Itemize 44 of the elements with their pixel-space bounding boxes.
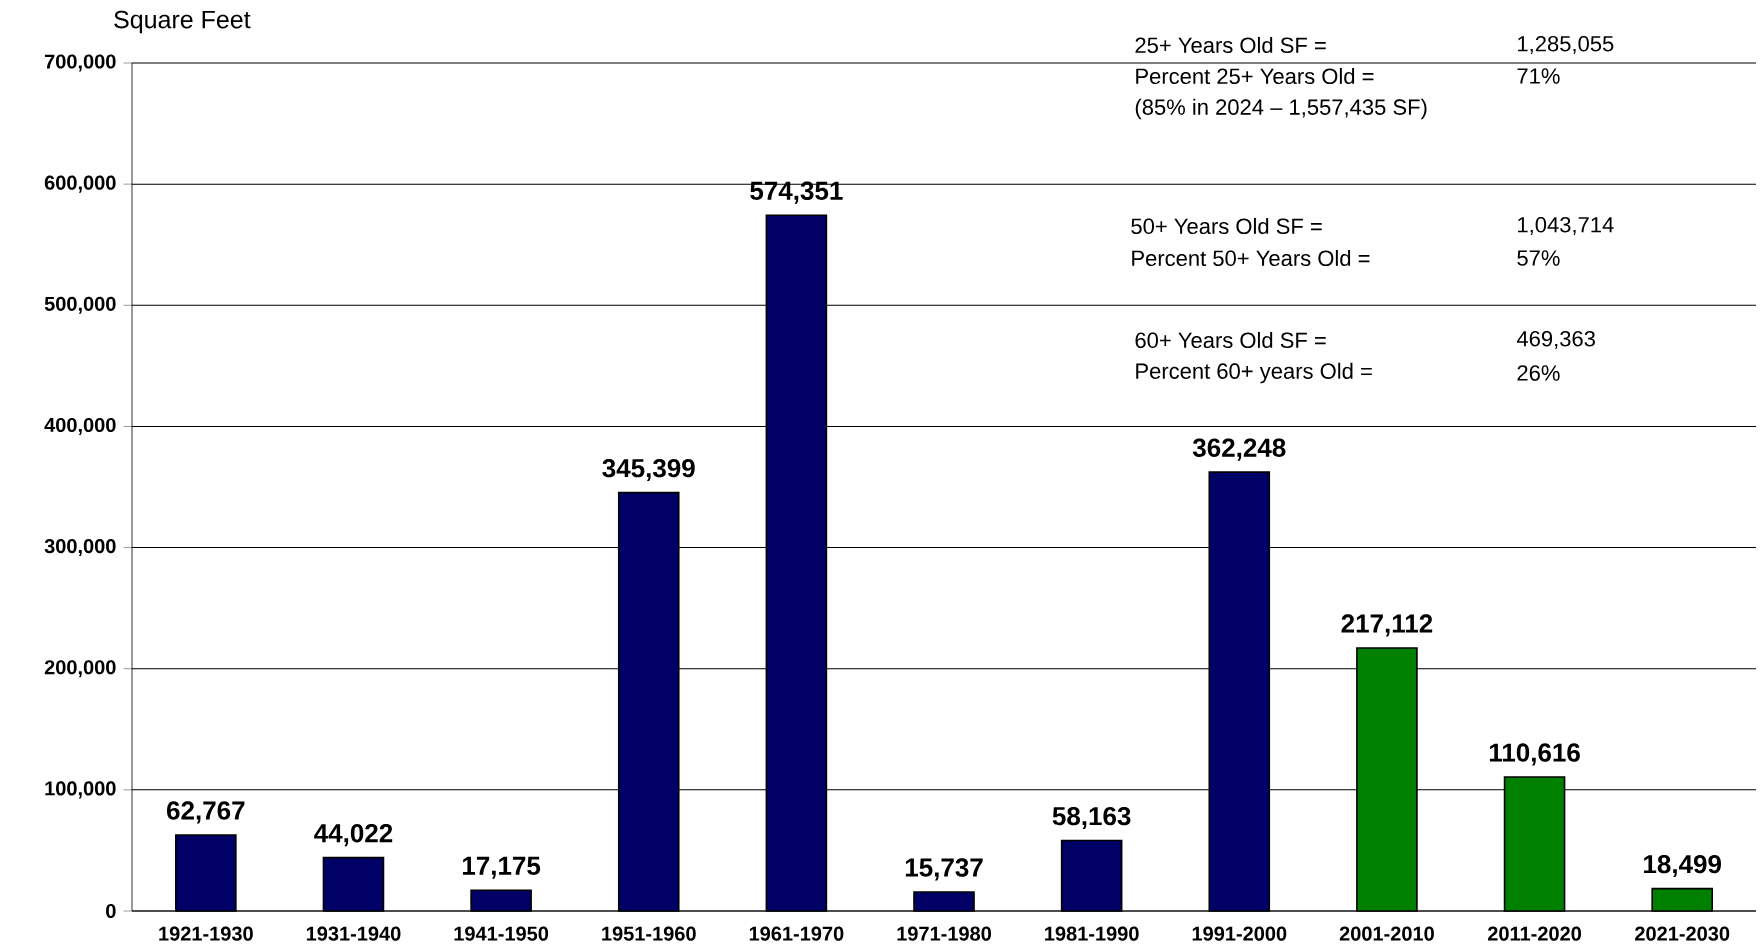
data-label: 18,499 <box>1644 854 1721 878</box>
annotation: 71% <box>1517 68 1560 84</box>
annotation: 57% <box>1517 250 1560 266</box>
y-tick-label: 700,000 <box>44 54 116 72</box>
x-tick-label: 1981-1990 <box>1045 926 1139 941</box>
y-tick-label: 200,000 <box>44 660 116 678</box>
x-tick-label: 1991-2000 <box>1192 926 1287 941</box>
data-label: 574,351 <box>750 181 843 204</box>
data-label: 17,175 <box>462 856 541 879</box>
data-label: 58,163 <box>1052 806 1131 830</box>
x-tick-label: 1961-1970 <box>749 926 844 941</box>
annotation: 26% <box>1517 365 1560 381</box>
x-tick-label: 1941-1950 <box>454 926 549 941</box>
y-tick-label: 600,000 <box>44 175 116 193</box>
y-tick-label: 500,000 <box>44 296 116 314</box>
x-tick-label: 2021-2030 <box>1635 926 1730 941</box>
y-tick-label: 100,000 <box>45 781 116 799</box>
y-tick-label: 300,000 <box>44 539 116 557</box>
annotation: Percent 60+ years Old = <box>1136 362 1372 384</box>
annotation: 50+ Years Old SF = <box>1131 217 1322 235</box>
annotation: 60+ Years Old SF = <box>1135 331 1326 349</box>
text: 25+ Years Old SF = <box>1135 36 1326 54</box>
x-tick-label: 1971-1980 <box>897 926 992 941</box>
y-axis-title: Square Feet <box>114 10 251 34</box>
x-tick-label: 2001-2010 <box>1339 926 1434 941</box>
x-tick-label: 1921-1930 <box>159 926 253 941</box>
annotation: Percent 50+ Years Old = <box>1132 249 1370 267</box>
data-label: 15,737 <box>905 858 983 881</box>
x-tick-label: 2011-2020 <box>1487 926 1582 941</box>
annotation: 469,363 <box>1516 330 1595 350</box>
y-tick-label: 0 <box>106 903 116 919</box>
data-label: 217,112 <box>1341 614 1433 637</box>
y-tick-label: 400,000 <box>44 417 116 435</box>
annotation: (85% in 2024 – 1,557,435 SF) <box>1135 98 1427 120</box>
annotation: 1,043,714 <box>1518 216 1614 236</box>
data-label: 362,248 <box>1192 438 1286 461</box>
data-label: 44,022 <box>314 824 393 847</box>
x-tick-label: 1951-1960 <box>602 926 696 941</box>
data-label: 345,399 <box>602 458 695 482</box>
data-label: 110,616 <box>1489 743 1580 766</box>
annotation: Percent 25+ Years Old = <box>1136 67 1374 85</box>
text: 1,285,055 <box>1518 35 1614 55</box>
data-label: 62,767 <box>167 801 245 824</box>
x-tick-label: 1931-1940 <box>306 926 401 941</box>
